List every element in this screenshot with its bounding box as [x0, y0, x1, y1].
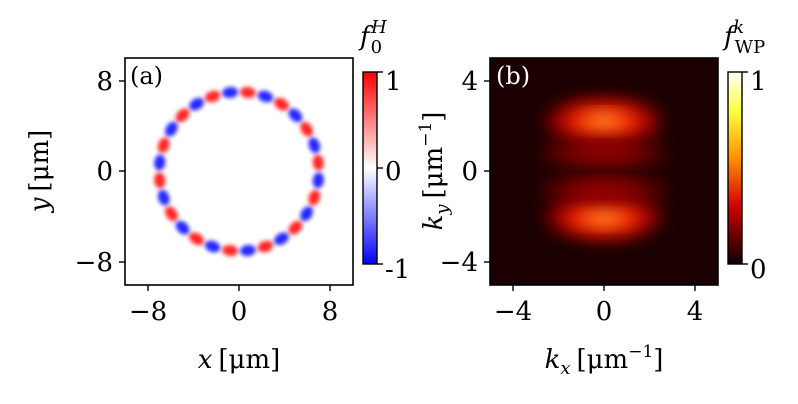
panel-b-colorbar-gradient [727, 71, 743, 265]
ring-lobe [154, 172, 166, 189]
panel-b-xlabel: kx [μm−1] [545, 342, 664, 379]
panel-b-ytick-label: −4 [440, 248, 478, 278]
panel-a-colorbar-gradient [362, 71, 378, 265]
ring-lobe [288, 108, 303, 123]
panel-a-colorbar-tick-label: 0 [385, 157, 402, 187]
ring-lobe [157, 137, 170, 154]
ring-lobe [274, 97, 289, 111]
panel-a-x-ticks: −8 0 8 [129, 285, 338, 327]
k-space-lobe [567, 181, 641, 198]
panel-a: (a) −8 0 8 8 0 −8 x [μm] y[μm] [25, 57, 354, 375]
ring-lobe [300, 121, 313, 137]
ring-lobe [312, 154, 324, 171]
ring-lobe [239, 244, 256, 257]
panel-b-colorbar: 1 0 fWPk [722, 17, 767, 285]
panel-a-label: (a) [130, 62, 163, 90]
panel-a-plot-area [125, 58, 353, 285]
ring-lobe [239, 86, 256, 99]
ring-lobe [257, 240, 274, 253]
panel-b-colorbar-tick-label: 1 [750, 67, 767, 97]
k-space-lobe [583, 113, 625, 130]
ring-lobe [204, 90, 221, 103]
panel-a-xtick-label: 8 [322, 297, 339, 327]
ring-lobe [189, 97, 204, 111]
panel-a-colorbar-tick-label: 1 [385, 67, 402, 97]
ring-lobe [189, 232, 204, 246]
ring-lobe [175, 220, 190, 235]
ring-lobe [157, 189, 170, 206]
panel-b-y-ticks: 4 0 −4 [440, 67, 490, 278]
panel-b-ytick-label: 0 [461, 157, 478, 187]
panel-b-colorbar-tick-label: 0 [750, 255, 767, 285]
ring-lobe [175, 108, 190, 123]
panel-b-xtick-label: 4 [687, 297, 704, 327]
panel-b-ylabel: ky[μm−1] [416, 112, 453, 231]
panel-b-ytick-label: 4 [461, 67, 478, 97]
ring-lobe [257, 90, 274, 103]
panel-a-ytick-label: −8 [75, 248, 113, 278]
panel-a-ytick-label: 8 [96, 67, 113, 97]
ring-lobe [274, 232, 289, 246]
panel-b-plot-area [490, 58, 718, 285]
ring-lobe [165, 206, 178, 222]
ring-lobe [154, 154, 166, 171]
ring-lobe [222, 244, 239, 257]
ring-lobe [288, 220, 303, 235]
ring-lobe [312, 172, 324, 189]
ring-lobe [300, 206, 313, 222]
panel-a-ytick-label: 0 [96, 157, 113, 187]
k-space-lobe [567, 145, 641, 162]
ring-lobe [308, 189, 321, 206]
panel-b: (b) −4 0 4 4 0 −4 kx [μm−1] ky[μm−1] [416, 57, 719, 379]
panel-a-ring [154, 86, 324, 257]
ring-lobe [308, 137, 321, 154]
panel-a-xtick-label: −8 [129, 297, 167, 327]
panel-a-y-ticks: 8 0 −8 [75, 67, 125, 278]
ring-lobe [222, 86, 239, 99]
ring-lobe [204, 240, 221, 253]
panel-b-xtick-label: −4 [494, 297, 532, 327]
panel-a-colorbar-tick-label: -1 [385, 255, 410, 285]
ring-lobe [165, 121, 178, 137]
panel-a-xtick-label: 0 [231, 297, 248, 327]
panel-b-x-ticks: −4 0 4 [494, 285, 703, 327]
panel-b-colorbar-title: fWPk [722, 17, 765, 58]
panel-b-label: (b) [496, 62, 530, 90]
panel-a-xlabel: x [μm] [198, 345, 281, 375]
panel-a-ylabel: y[μm] [25, 130, 55, 214]
panel-a-colorbar: 1 0 -1 f0H [358, 17, 410, 285]
panel-b-lobes [541, 98, 667, 240]
panel-b-xtick-label: 0 [596, 297, 613, 327]
panel-a-colorbar-title: f0H [358, 17, 387, 58]
k-space-lobe [583, 208, 625, 226]
